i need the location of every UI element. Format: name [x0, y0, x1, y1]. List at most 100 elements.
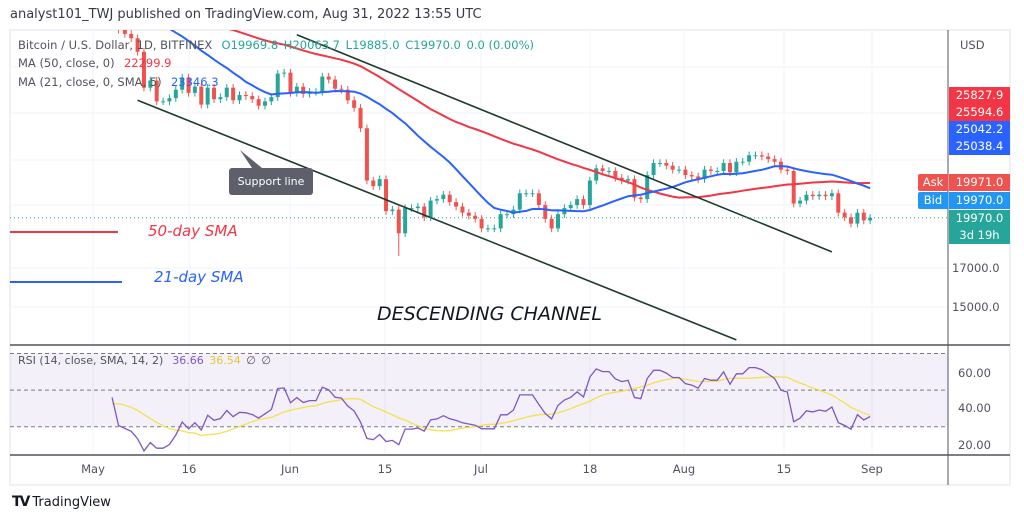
candle-body — [823, 194, 828, 197]
candle-body — [861, 212, 866, 221]
candle-body — [186, 77, 191, 93]
candle-body — [645, 175, 650, 200]
candle-body — [428, 200, 433, 218]
rsi-tick: 20.00 — [958, 438, 991, 452]
candle-body — [766, 156, 771, 160]
candle-body — [734, 161, 739, 173]
ma50-legend[interactable]: MA (50, close, 0) 22299.9 — [18, 56, 174, 70]
candle-body — [772, 159, 777, 162]
candle-body — [791, 170, 796, 204]
candle-body — [237, 94, 242, 101]
candle-body — [759, 155, 764, 157]
last-price: 19970.0 — [955, 211, 1004, 225]
candle-body — [740, 161, 745, 163]
candle-body — [485, 228, 490, 230]
tradingview-logo-icon: TV — [12, 494, 30, 510]
candle-body — [269, 97, 274, 102]
candle-body — [600, 168, 605, 171]
rsi-ma-line — [112, 376, 871, 437]
time-tick: Jun — [281, 462, 299, 476]
callout-pointer — [240, 150, 262, 168]
price-tick: 15000.0 — [952, 300, 1000, 314]
candle-body — [651, 163, 656, 176]
high-value: H20063.7 — [283, 38, 340, 52]
bid-tag: Bid — [918, 192, 948, 209]
candle-body — [594, 168, 599, 181]
candle-body — [122, 30, 127, 34]
candle-body — [785, 169, 790, 171]
candle-body — [817, 194, 822, 197]
candle-body — [721, 163, 726, 171]
ma21-value: 23346.3 — [170, 75, 219, 89]
candle-body — [288, 72, 293, 93]
candle-body — [224, 87, 229, 98]
bar-countdown: 3d 19h — [959, 228, 1000, 242]
rsi-tick: 60.00 — [958, 366, 991, 380]
candle-body — [294, 86, 299, 93]
candle-body — [110, 0, 114, 3]
time-tick: 15 — [377, 462, 393, 476]
rsi-tick: 40.00 — [958, 401, 991, 415]
ma50-label: MA (50, close, 0) — [18, 56, 115, 70]
candle-body — [243, 94, 248, 97]
ma50-value: 22299.9 — [123, 56, 172, 70]
support-line-callout[interactable]: Support line — [229, 168, 313, 195]
candle-body — [358, 107, 363, 129]
candle-body — [218, 97, 223, 100]
rsi-legend[interactable]: RSI (14, close, SMA, 14, 2) 36.66 36.54 … — [18, 354, 273, 367]
candle-body — [868, 217, 873, 221]
candle-body — [581, 199, 586, 206]
candle-body — [377, 179, 382, 187]
rsi-extra-1: ∅ — [246, 354, 256, 367]
candle-body — [689, 175, 694, 177]
ask-price-label: 19971.0 — [949, 174, 1010, 191]
candle-body — [371, 180, 376, 187]
candle-body — [422, 206, 427, 218]
symbol-name: Bitcoin / U.S. Dollar, 1D, BITFINEX — [18, 38, 213, 52]
candle-body — [148, 80, 153, 88]
sma50-annotation[interactable]: 50-day SMA — [148, 222, 238, 240]
candle-body — [849, 217, 854, 224]
candle-body — [575, 199, 580, 206]
candle-body — [683, 169, 688, 176]
price-label: 25827.9 — [949, 87, 1010, 104]
candle-body — [855, 212, 860, 224]
candle-body — [154, 80, 159, 102]
time-tick: Jul — [474, 462, 488, 476]
candle-body — [345, 89, 350, 101]
sma21-annotation[interactable]: 21-day SMA — [154, 268, 244, 286]
channel-annotation[interactable]: DESCENDING CHANNEL — [377, 303, 602, 325]
candle-body — [613, 170, 618, 178]
candle-body — [702, 169, 707, 180]
currency-label[interactable]: USD — [960, 38, 985, 52]
candle-body — [524, 193, 529, 195]
rsi-extra-2: ∅ — [261, 354, 271, 367]
ma50-line — [228, 30, 871, 199]
tradingview-logo[interactable]: TV TradingView — [12, 494, 111, 510]
candle-body — [301, 86, 306, 94]
time-tick: 16 — [181, 462, 197, 476]
candle-body — [173, 89, 178, 99]
candle-body — [403, 208, 408, 234]
candle-body — [180, 77, 185, 90]
candle-body — [320, 76, 325, 92]
last-price-label: 19970.0 3d 19h — [949, 210, 1010, 244]
time-tick: May — [81, 462, 105, 476]
candle-body — [384, 179, 389, 212]
time-tick: 15 — [776, 462, 792, 476]
candle-body — [275, 73, 280, 98]
price-pane — [110, 0, 873, 341]
ma21-legend[interactable]: MA (21, close, 0, SMA, 5) 23346.3 — [18, 75, 221, 89]
candle-body — [441, 194, 446, 200]
candle-body — [212, 87, 217, 100]
candle-body — [708, 169, 713, 171]
candle-body — [415, 206, 420, 209]
candle-body — [466, 212, 471, 216]
candle-body — [256, 99, 261, 106]
time-tick: Sep — [861, 462, 883, 476]
ma21-line — [169, 30, 871, 214]
price-label: 25038.4 — [949, 138, 1010, 155]
candle-body — [339, 88, 344, 90]
candle-body — [632, 179, 637, 198]
